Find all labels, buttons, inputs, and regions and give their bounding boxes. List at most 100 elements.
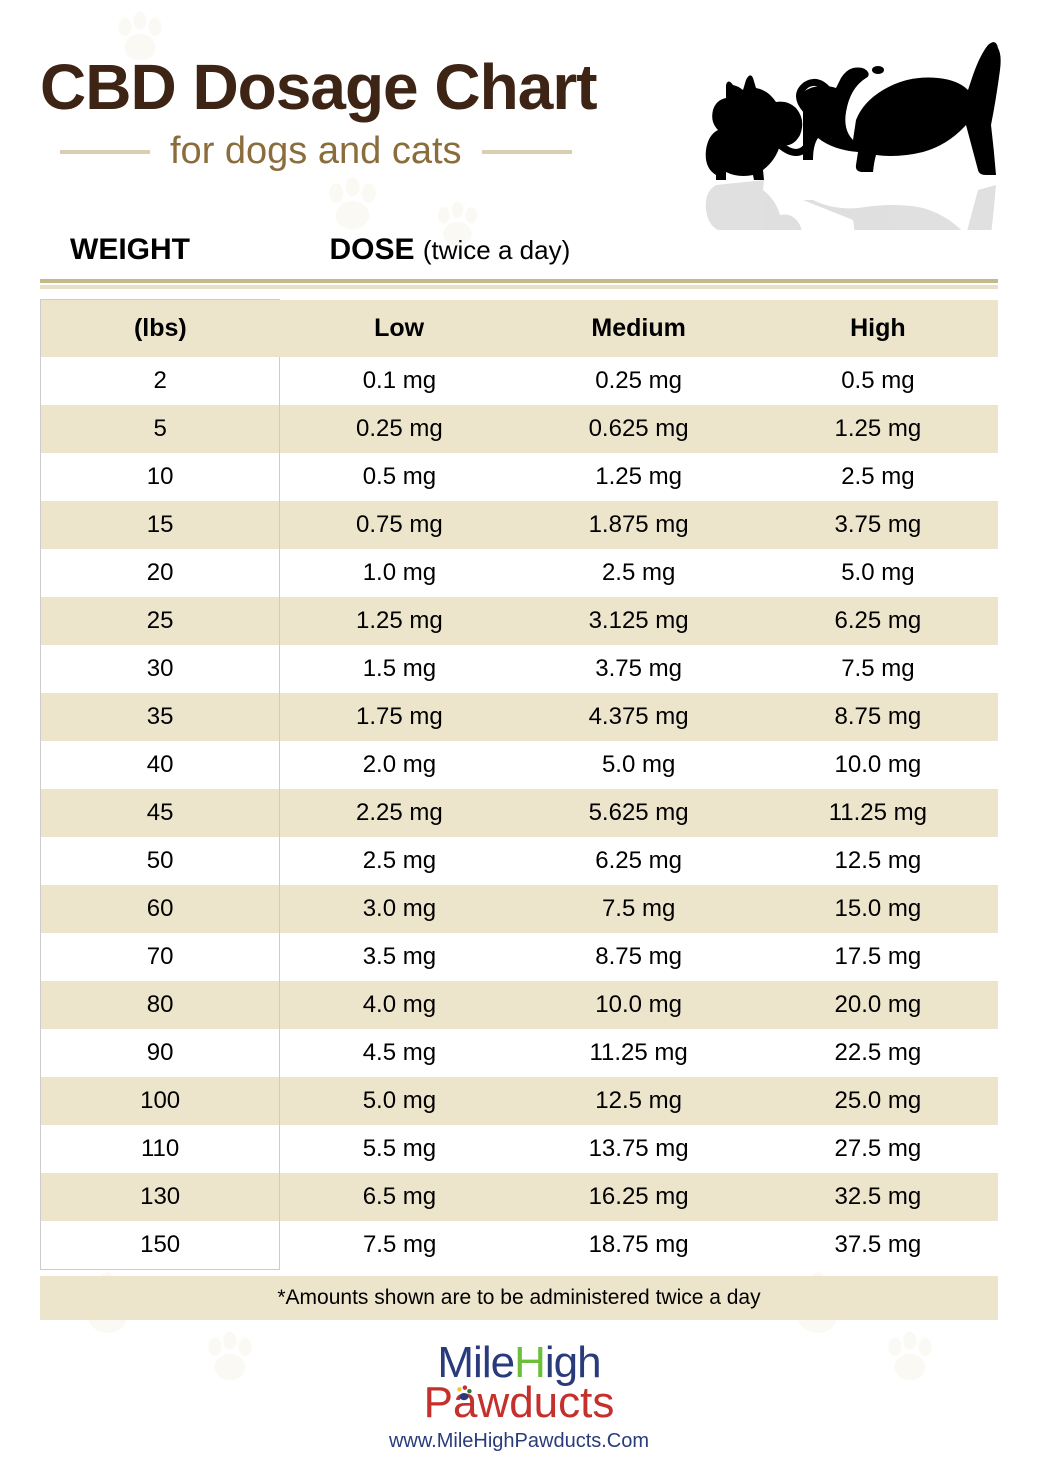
- table-cell: 130: [41, 1173, 280, 1221]
- table-cell: 0.625 mg: [519, 405, 758, 453]
- table-header-row: (lbs)LowMediumHigh: [41, 300, 998, 358]
- pets-silhouette-icon: [698, 30, 1008, 230]
- table-cell: 7.5 mg: [519, 885, 758, 933]
- table-cell: 37.5 mg: [758, 1221, 997, 1270]
- table-cell: 7.5 mg: [280, 1221, 519, 1270]
- table-row: 502.5 mg6.25 mg12.5 mg: [41, 837, 998, 885]
- table-cell: 10: [41, 453, 280, 501]
- table-cell: 25: [41, 597, 280, 645]
- dose-header: DOSE (twice a day): [280, 233, 999, 267]
- table-cell: 3.125 mg: [519, 597, 758, 645]
- table-cell: 7.5 mg: [758, 645, 997, 693]
- table-cell: 5.5 mg: [280, 1125, 519, 1173]
- table-cell: 3.75 mg: [758, 501, 997, 549]
- table-cell: 4.5 mg: [280, 1029, 519, 1077]
- table-row: 703.5 mg8.75 mg17.5 mg: [41, 933, 998, 981]
- table-cell: 2.5 mg: [519, 549, 758, 597]
- table-cell: 15.0 mg: [758, 885, 997, 933]
- table-row: 603.0 mg7.5 mg15.0 mg: [41, 885, 998, 933]
- table-cell: 11.25 mg: [519, 1029, 758, 1077]
- column-header: (lbs): [41, 300, 280, 358]
- table-cell: 5: [41, 405, 280, 453]
- table-row: 301.5 mg3.75 mg7.5 mg: [41, 645, 998, 693]
- table-cell: 5.0 mg: [758, 549, 997, 597]
- table-cell: 70: [41, 933, 280, 981]
- table-cell: 45: [41, 789, 280, 837]
- table-row: 1105.5 mg13.75 mg27.5 mg: [41, 1125, 998, 1173]
- table-cell: 8.75 mg: [519, 933, 758, 981]
- decorative-line: [60, 150, 150, 154]
- logo-line2: Pawducts: [40, 1378, 998, 1428]
- table-row: 50.25 mg0.625 mg1.25 mg: [41, 405, 998, 453]
- logo: MileHigh Pawducts www.MileHighPawducts.C…: [40, 1338, 998, 1453]
- decorative-line: [482, 150, 572, 154]
- table-cell: 50: [41, 837, 280, 885]
- table-cell: 0.5 mg: [758, 357, 997, 405]
- table-cell: 18.75 mg: [519, 1221, 758, 1270]
- divider-rule: [40, 279, 998, 289]
- table-cell: 0.25 mg: [519, 357, 758, 405]
- table-row: 20.1 mg0.25 mg0.5 mg: [41, 357, 998, 405]
- table-cell: 12.5 mg: [519, 1077, 758, 1125]
- table-cell: 0.75 mg: [280, 501, 519, 549]
- table-cell: 20.0 mg: [758, 981, 997, 1029]
- table-row: 804.0 mg10.0 mg20.0 mg: [41, 981, 998, 1029]
- table-cell: 25.0 mg: [758, 1077, 997, 1125]
- dosage-table: (lbs)LowMediumHigh 20.1 mg0.25 mg0.5 mg5…: [40, 299, 998, 1270]
- table-cell: 80: [41, 981, 280, 1029]
- table-row: 402.0 mg5.0 mg10.0 mg: [41, 741, 998, 789]
- dose-note: (twice a day): [423, 235, 570, 265]
- table-cell: 10.0 mg: [519, 981, 758, 1029]
- table-cell: 2.5 mg: [758, 453, 997, 501]
- table-cell: 150: [41, 1221, 280, 1270]
- table-row: 201.0 mg2.5 mg5.0 mg: [41, 549, 998, 597]
- table-cell: 15: [41, 501, 280, 549]
- subtitle: for dogs and cats: [170, 130, 462, 173]
- table-row: 1306.5 mg16.25 mg32.5 mg: [41, 1173, 998, 1221]
- table-cell: 2.25 mg: [280, 789, 519, 837]
- table-cell: 40: [41, 741, 280, 789]
- table-cell: 3.75 mg: [519, 645, 758, 693]
- table-cell: 0.25 mg: [280, 405, 519, 453]
- dose-label: DOSE: [330, 233, 415, 266]
- table-row: 1507.5 mg18.75 mg37.5 mg: [41, 1221, 998, 1270]
- table-body: 20.1 mg0.25 mg0.5 mg50.25 mg0.625 mg1.25…: [41, 357, 998, 1270]
- table-cell: 1.875 mg: [519, 501, 758, 549]
- weight-header: WEIGHT: [40, 233, 280, 267]
- table-cell: 1.0 mg: [280, 549, 519, 597]
- table-cell: 1.25 mg: [519, 453, 758, 501]
- table-cell: 60: [41, 885, 280, 933]
- table-cell: 32.5 mg: [758, 1173, 997, 1221]
- table-cell: 16.25 mg: [519, 1173, 758, 1221]
- table-row: 452.25 mg5.625 mg11.25 mg: [41, 789, 998, 837]
- table-cell: 2: [41, 357, 280, 405]
- website-url: www.MileHighPawducts.Com: [40, 1430, 998, 1453]
- table-cell: 5.0 mg: [519, 741, 758, 789]
- table-cell: 1.25 mg: [758, 405, 997, 453]
- table-cell: 100: [41, 1077, 280, 1125]
- section-headers: WEIGHT DOSE (twice a day): [40, 233, 998, 267]
- table-cell: 2.0 mg: [280, 741, 519, 789]
- table-cell: 6.25 mg: [519, 837, 758, 885]
- table-cell: 90: [41, 1029, 280, 1077]
- table-cell: 12.5 mg: [758, 837, 997, 885]
- table-cell: 20: [41, 549, 280, 597]
- table-cell: 0.5 mg: [280, 453, 519, 501]
- table-row: 1005.0 mg12.5 mg25.0 mg: [41, 1077, 998, 1125]
- table-row: 251.25 mg3.125 mg6.25 mg: [41, 597, 998, 645]
- table-cell: 5.625 mg: [519, 789, 758, 837]
- table-cell: 2.5 mg: [280, 837, 519, 885]
- column-header: Medium: [519, 300, 758, 358]
- column-header: High: [758, 300, 997, 358]
- table-row: 150.75 mg1.875 mg3.75 mg: [41, 501, 998, 549]
- table-cell: 110: [41, 1125, 280, 1173]
- table-cell: 3.5 mg: [280, 933, 519, 981]
- table-cell: 4.375 mg: [519, 693, 758, 741]
- column-header: Low: [280, 300, 519, 358]
- table-cell: 5.0 mg: [280, 1077, 519, 1125]
- table-cell: 8.75 mg: [758, 693, 997, 741]
- table-row: 100.5 mg1.25 mg2.5 mg: [41, 453, 998, 501]
- table-row: 904.5 mg11.25 mg22.5 mg: [41, 1029, 998, 1077]
- table-cell: 11.25 mg: [758, 789, 997, 837]
- table-cell: 3.0 mg: [280, 885, 519, 933]
